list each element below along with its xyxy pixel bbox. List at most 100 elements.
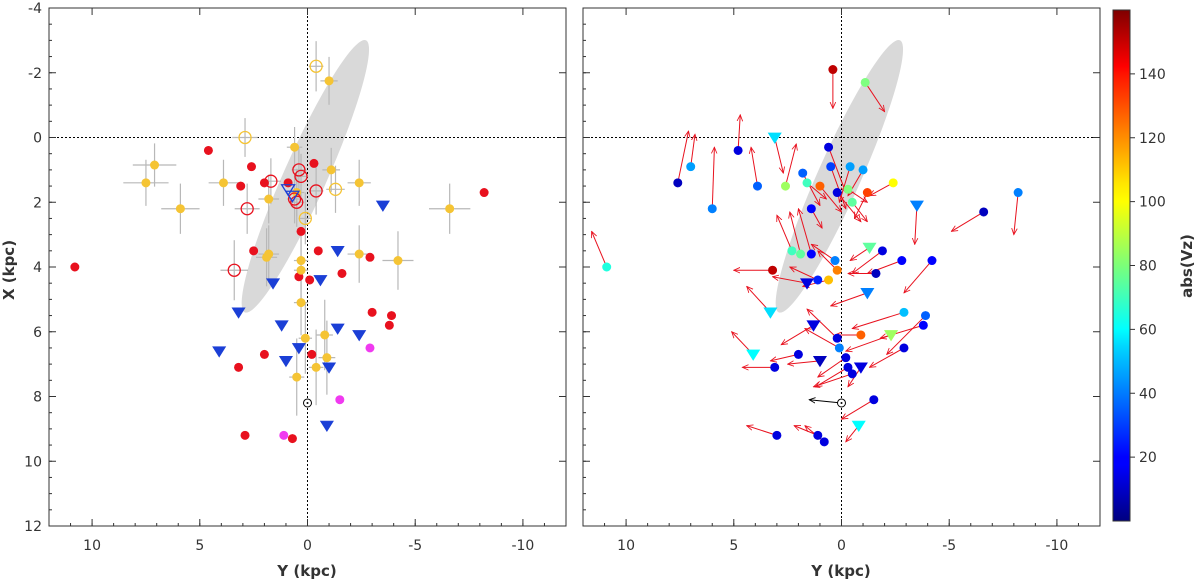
right-star-point bbox=[830, 256, 840, 266]
colorbar-tick-label: 100 bbox=[1139, 195, 1166, 211]
left-yellow-circles-point bbox=[393, 256, 403, 266]
left-x-axis-title: Y (kpc) bbox=[276, 562, 336, 580]
left-blue-triangles-point bbox=[274, 320, 289, 332]
right-velocity-arrow bbox=[870, 347, 905, 367]
right-star-point bbox=[824, 275, 834, 285]
left-red-circles-point bbox=[246, 162, 256, 172]
left-red-open-circles-point bbox=[240, 202, 254, 216]
left-yellow-circles-point bbox=[445, 204, 455, 214]
left-red-circles-point bbox=[287, 434, 297, 444]
right-star-point bbox=[860, 77, 870, 87]
colorbar-tick-label: 140 bbox=[1139, 67, 1166, 83]
right-star-point bbox=[673, 178, 683, 188]
right-star-point bbox=[746, 349, 761, 361]
right-velocity-arrow bbox=[839, 166, 851, 203]
right-star-point bbox=[806, 204, 816, 214]
left-red-circles-point bbox=[203, 145, 213, 155]
left-magenta-circles-point bbox=[335, 395, 345, 405]
left-red-open-circles-point bbox=[287, 192, 302, 206]
left-sun-layer bbox=[303, 398, 312, 408]
left-yellow-circles-point bbox=[324, 76, 334, 86]
colorbar-label: abs(Vz) bbox=[1178, 234, 1196, 298]
right-star-point bbox=[851, 420, 866, 433]
left-yellow-circles-point bbox=[354, 249, 364, 259]
left-y-tick-label: 0 bbox=[33, 131, 42, 147]
left-red-open-circles-point bbox=[309, 184, 323, 198]
right-x-tick-label: -5 bbox=[942, 538, 956, 554]
colorbar-tick-label: 60 bbox=[1139, 322, 1157, 338]
right-star-point bbox=[847, 369, 857, 379]
left-blue-triangles-point bbox=[313, 275, 328, 287]
right-star-point bbox=[819, 437, 829, 447]
right-velocity-arrow bbox=[880, 324, 924, 338]
left-yellow-circles-point bbox=[292, 372, 302, 382]
left-red-circles-point bbox=[70, 262, 80, 272]
right-velocity-arrow bbox=[951, 211, 984, 231]
left-red-circles-point bbox=[283, 178, 293, 188]
left-sun-center bbox=[306, 401, 309, 404]
left-ticks: 10 5 0 -5 -10 -4 -2 0 2 4 6 8 10 12 bbox=[24, 1, 567, 554]
right-x-tick-label: -10 bbox=[1045, 538, 1068, 554]
right-star-point bbox=[733, 145, 743, 155]
left-red-circles-point bbox=[365, 252, 375, 262]
left-panel: 10 5 0 -5 -10 -4 -2 0 2 4 6 8 10 12 Y (kpc) X (kpc) bbox=[0, 1, 567, 580]
right-velocity-arrow bbox=[774, 137, 784, 174]
left-x-tick-label: 0 bbox=[303, 538, 312, 554]
right-velocity-arrow bbox=[738, 115, 740, 151]
left-blue-triangles-point bbox=[278, 356, 293, 368]
right-sun-center bbox=[840, 401, 843, 404]
left-reference-lines bbox=[49, 8, 566, 526]
right-star-point bbox=[899, 343, 909, 353]
right-star-point bbox=[796, 249, 806, 259]
left-blue-triangles-point bbox=[319, 420, 334, 433]
left-yellow-circles-point bbox=[264, 194, 274, 204]
colorbar-gradient bbox=[1112, 9, 1131, 522]
left-y-tick-label: -2 bbox=[28, 66, 42, 82]
right-star-point bbox=[832, 333, 842, 343]
left-red-open-circles-point bbox=[292, 163, 306, 177]
colorbar-tick-label: 120 bbox=[1139, 131, 1166, 147]
right-velocity-arrow bbox=[852, 311, 905, 328]
right-star-point bbox=[832, 265, 842, 275]
right-star-point bbox=[921, 311, 931, 321]
left-red-open-circles-point bbox=[290, 195, 304, 209]
colorbar-tick-label: 80 bbox=[1139, 259, 1157, 275]
left-blue-triangles-point bbox=[291, 343, 306, 355]
right-x-tick-label: 0 bbox=[837, 538, 846, 554]
left-yellow-circles-point bbox=[262, 252, 272, 262]
left-x-tick-label: 5 bbox=[195, 538, 204, 554]
colorbar-tick-label: 40 bbox=[1139, 386, 1157, 402]
right-star-point bbox=[707, 204, 717, 214]
right-star-point bbox=[824, 142, 834, 152]
left-blue-open-triangles-point bbox=[284, 190, 301, 203]
left-yellow-circles-point bbox=[141, 178, 151, 188]
left-yellow-circles-point bbox=[150, 160, 160, 170]
right-velocity-arrow bbox=[887, 315, 926, 355]
right-star-point bbox=[918, 320, 928, 330]
right-velocity-arrow bbox=[904, 260, 933, 293]
right-star-point bbox=[862, 242, 877, 254]
right-star-point bbox=[871, 268, 881, 278]
left-blue-triangles-point bbox=[265, 278, 281, 290]
right-star-point bbox=[813, 430, 823, 440]
left-x-tick-label: -5 bbox=[408, 538, 422, 554]
right-marker-layer bbox=[602, 65, 1023, 447]
left-red-circles-point bbox=[305, 275, 315, 285]
right-star-point bbox=[843, 184, 853, 194]
right-velocity-arrow bbox=[788, 361, 821, 364]
right-sun-velocity-arrow bbox=[809, 400, 842, 403]
left-blue-open-triangles-point bbox=[280, 184, 296, 197]
right-velocity-arrow bbox=[854, 192, 868, 219]
left-x-tick-label: -10 bbox=[511, 538, 534, 554]
right-velocity-arrow bbox=[828, 147, 846, 192]
right-velocity-arrow bbox=[770, 353, 799, 360]
right-star-point bbox=[826, 162, 836, 172]
left-yellow-circles-point bbox=[175, 204, 185, 214]
right-velocity-arrow bbox=[852, 250, 883, 274]
right-velocity-arrow bbox=[813, 373, 853, 387]
right-star-point bbox=[802, 178, 812, 188]
left-red-circles-point bbox=[296, 226, 306, 236]
left-yellow-circles-point bbox=[290, 142, 300, 152]
left-red-circles-point bbox=[337, 268, 347, 278]
right-reference-lines bbox=[583, 8, 1100, 526]
